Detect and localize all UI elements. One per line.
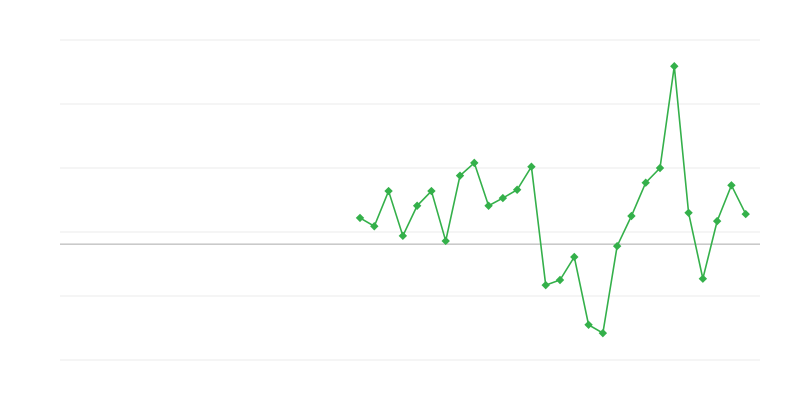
data-point	[670, 62, 679, 71]
data-point	[684, 208, 693, 217]
data-point	[370, 222, 379, 231]
data-point	[470, 158, 479, 168]
data-point	[441, 236, 450, 246]
data-point	[570, 252, 579, 262]
data-point	[384, 186, 393, 196]
data-point	[712, 216, 722, 226]
data-point	[584, 320, 593, 329]
data-point	[512, 185, 522, 194]
data-point	[627, 211, 636, 221]
data-point	[455, 171, 465, 180]
data-point	[527, 162, 536, 171]
data-point	[612, 241, 622, 251]
data-point	[484, 201, 493, 210]
series	[355, 62, 750, 338]
series-line	[359, 66, 747, 335]
data-point	[427, 186, 436, 196]
data-point	[741, 209, 750, 219]
data-point	[412, 201, 422, 210]
data-point	[598, 328, 608, 338]
data-point	[655, 163, 665, 173]
data-point	[727, 181, 736, 190]
data-point	[541, 280, 550, 290]
data-point	[355, 213, 365, 223]
gridlines	[60, 39, 760, 361]
data-point	[398, 231, 408, 241]
data-point	[698, 274, 708, 283]
data-point	[555, 275, 565, 285]
data-point	[498, 193, 508, 203]
data-point	[641, 178, 650, 187]
